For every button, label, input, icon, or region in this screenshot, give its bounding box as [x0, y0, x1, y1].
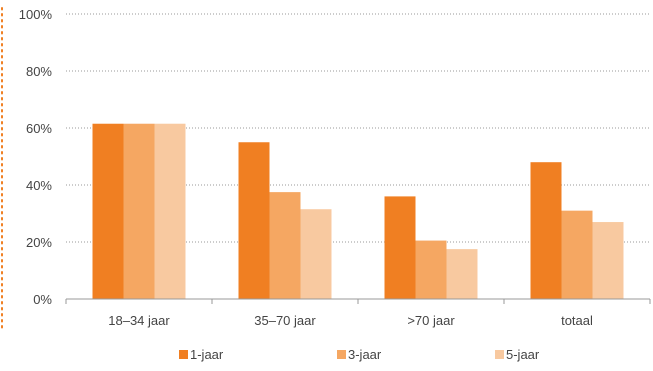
- bar-3-jaar-3: [561, 210, 593, 299]
- x-tick-label: 18–34 jaar: [108, 313, 170, 328]
- bar-1-jaar-3: [530, 162, 562, 299]
- bars: [92, 123, 624, 299]
- bar-5-jaar-0: [154, 123, 186, 299]
- y-tick-label: 60%: [26, 121, 52, 136]
- bar-1-jaar-0: [92, 123, 124, 299]
- y-tick-label: 20%: [26, 235, 52, 250]
- x-tick-label: totaal: [561, 313, 593, 328]
- legend: 1-jaar 3-jaar 5-jaar: [179, 347, 540, 362]
- x-axis-ticks: 18–34 jaar 35–70 jaar >70 jaar totaal: [65, 299, 651, 328]
- y-tick-label: 100%: [19, 7, 53, 22]
- y-tick-label: 0%: [33, 292, 52, 307]
- legend-label: 3-jaar: [348, 347, 382, 362]
- legend-label: 5-jaar: [506, 347, 540, 362]
- legend-swatch: [337, 350, 346, 359]
- y-tick-label: 40%: [26, 178, 52, 193]
- bar-5-jaar-1: [300, 209, 332, 299]
- bar-5-jaar-2: [446, 249, 478, 299]
- legend-label: 1-jaar: [190, 347, 224, 362]
- bar-1-jaar-1: [238, 142, 270, 299]
- bar-5-jaar-3: [592, 222, 624, 299]
- bar-3-jaar-2: [415, 240, 447, 299]
- legend-swatch: [495, 350, 504, 359]
- bar-3-jaar-1: [269, 192, 301, 299]
- y-axis-ticks: 0% 20% 40% 60% 80% 100%: [19, 7, 53, 307]
- x-tick-label: >70 jaar: [407, 313, 455, 328]
- x-tick-label: 35–70 jaar: [254, 313, 316, 328]
- y-tick-label: 80%: [26, 64, 52, 79]
- legend-swatch: [179, 350, 188, 359]
- bar-1-jaar-2: [384, 196, 416, 299]
- bar-3-jaar-0: [123, 123, 155, 299]
